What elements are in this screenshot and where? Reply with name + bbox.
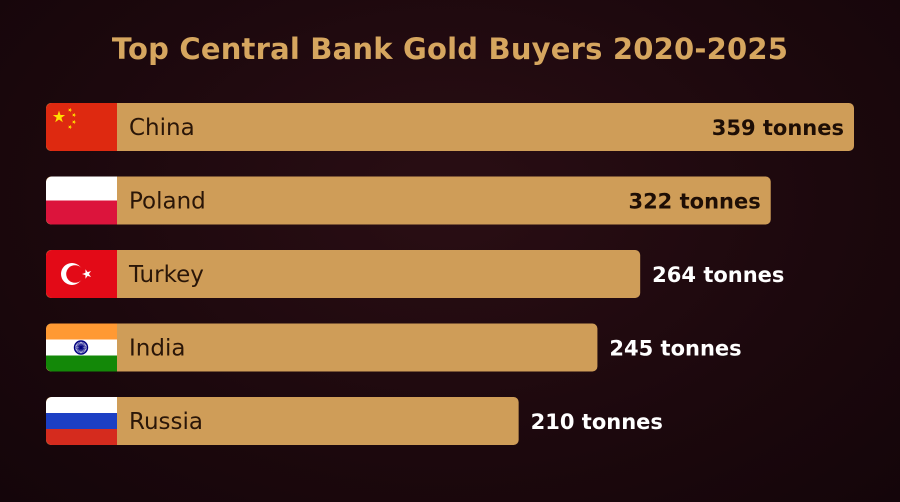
bar-label: Turkey bbox=[128, 262, 204, 288]
bar-row: China 359 tonnes bbox=[46, 103, 854, 151]
data-label: 322 tonnes bbox=[628, 190, 760, 214]
turkey-flag-icon bbox=[46, 250, 117, 298]
bar-label: Poland bbox=[129, 189, 206, 215]
data-label: 359 tonnes bbox=[712, 116, 844, 140]
data-label: 210 tonnes bbox=[531, 410, 663, 434]
bar bbox=[46, 397, 519, 445]
bar-label: China bbox=[129, 115, 195, 141]
bar-row: Poland 322 tonnes bbox=[46, 176, 771, 225]
bar bbox=[46, 323, 598, 372]
bar bbox=[46, 103, 854, 151]
bar bbox=[46, 250, 641, 298]
china-flag-icon bbox=[46, 103, 117, 151]
india-flag-icon bbox=[46, 323, 117, 372]
poland-flag-icon bbox=[46, 176, 117, 225]
data-label: 245 tonnes bbox=[609, 337, 741, 361]
chart-title: Top Central Bank Gold Buyers 2020-2025 bbox=[111, 32, 789, 66]
bar bbox=[46, 176, 771, 225]
bar-label: Russia bbox=[129, 409, 203, 435]
bar-row: Turkey 264 tonnes bbox=[46, 250, 784, 298]
bar-row: Russia 210 tonnes bbox=[46, 397, 663, 445]
russia-flag-icon bbox=[46, 397, 117, 445]
data-label: 264 tonnes bbox=[652, 263, 784, 287]
bar-row: India 245 tonnes bbox=[46, 323, 742, 372]
bar-label: India bbox=[129, 336, 185, 362]
